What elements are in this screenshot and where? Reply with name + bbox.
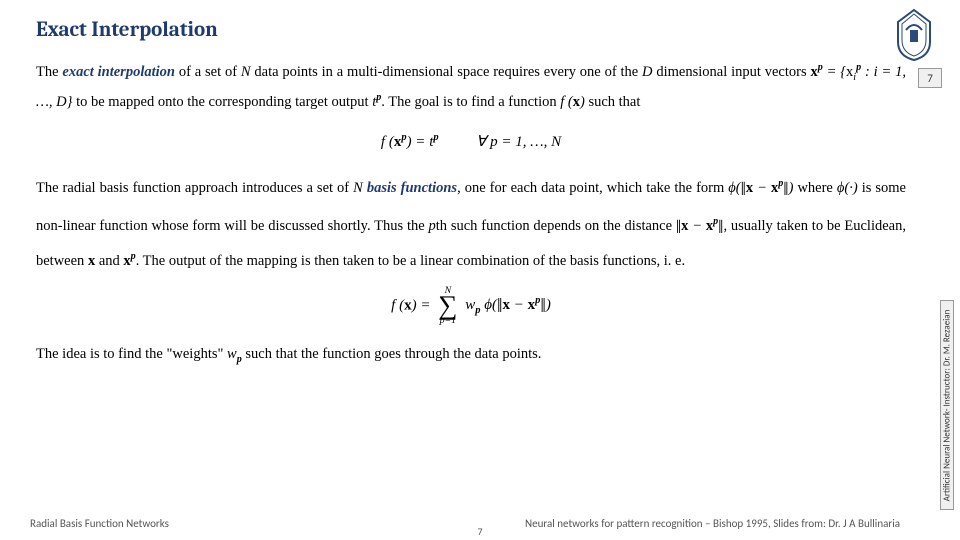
term-basis-functions: basis functions — [367, 180, 457, 196]
university-logo — [892, 8, 936, 62]
equation-2: f (x) = N ∑ p=1 wp ϕ(‖x − xp‖) — [36, 286, 906, 326]
side-label-box: Artificial Neural Network- Instructor: D… — [940, 300, 954, 510]
footer-left: Radial Basis Function Networks — [30, 517, 169, 530]
paragraph-1: The exact interpolation of a set of N da… — [36, 58, 906, 117]
page-number: 7 — [927, 72, 933, 85]
footer-right: Neural networks for pattern recognition … — [525, 517, 900, 530]
term-exact-interpolation: exact interpolation — [62, 64, 175, 80]
slide-content: The exact interpolation of a set of N da… — [36, 58, 906, 376]
paragraph-2: The radial basis function approach intro… — [36, 171, 906, 275]
page-number-box: 7 — [918, 68, 942, 88]
footer-center-page-number: 7 — [477, 525, 482, 538]
paragraph-3: The idea is to find the "weights" wp suc… — [36, 340, 906, 370]
side-label-text: Artificial Neural Network- Instructor: D… — [942, 309, 953, 501]
equation-1: f (xp) = tp ∀ p = 1, …, N — [36, 127, 906, 157]
slide-title: Exact Interpolation — [36, 18, 218, 42]
math-f-of-x: f (x) — [560, 94, 585, 110]
